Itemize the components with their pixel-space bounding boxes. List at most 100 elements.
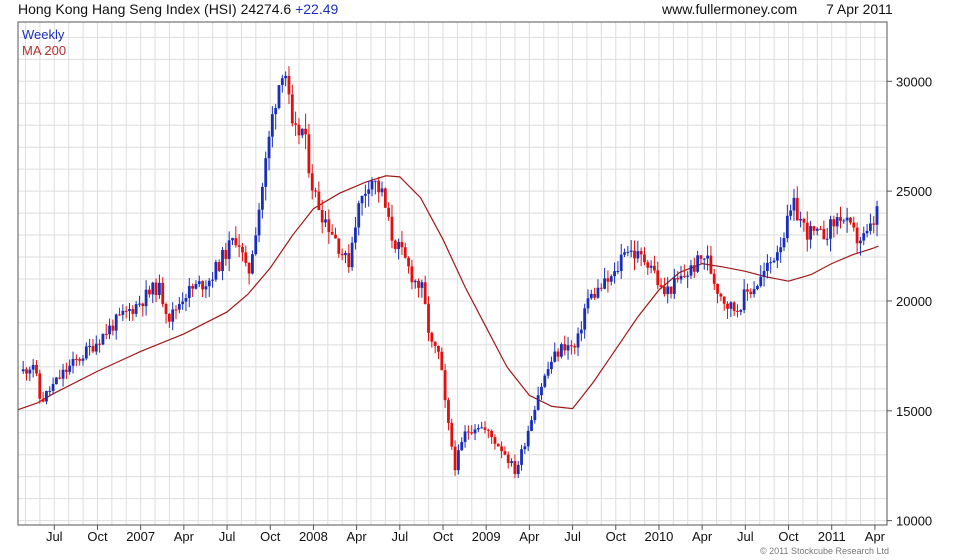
- candle-body: [45, 390, 48, 402]
- candle-body: [599, 287, 603, 289]
- candle-body: [852, 222, 856, 228]
- candle-body: [78, 359, 82, 361]
- candle-body: [234, 238, 238, 246]
- candle-body: [556, 351, 560, 357]
- candle-body: [646, 262, 650, 268]
- candle-body: [513, 461, 517, 475]
- candle-body: [310, 173, 314, 191]
- candle-body: [726, 303, 729, 309]
- candle-body: [463, 431, 467, 442]
- candle-body: [672, 277, 676, 294]
- x-tick-label: Oct: [260, 529, 281, 544]
- legend-weekly: Weekly: [22, 27, 65, 42]
- candle-body: [709, 255, 713, 274]
- candle-body: [167, 313, 171, 322]
- candle-body: [546, 369, 550, 376]
- candle-body: [363, 193, 367, 196]
- candle-body: [722, 296, 726, 304]
- candle-body: [108, 325, 111, 335]
- y-tick-label: 15000: [896, 404, 932, 419]
- candle-body: [214, 262, 218, 280]
- candle-body: [181, 301, 185, 305]
- candle-body: [111, 325, 115, 331]
- candle-body: [749, 291, 753, 295]
- candle-body: [413, 280, 417, 283]
- candle-body: [354, 227, 357, 243]
- candle-body: [792, 197, 796, 211]
- candle-body: [300, 128, 304, 136]
- candle-body: [320, 210, 324, 223]
- candle-body: [759, 276, 763, 286]
- x-tick-label: Jul: [391, 529, 408, 544]
- candle-body: [74, 358, 78, 360]
- candle-body: [636, 251, 640, 259]
- x-tick-label: Apr: [692, 529, 713, 544]
- candle-body: [177, 304, 181, 310]
- candle-body: [676, 277, 680, 280]
- candle-body: [284, 75, 288, 79]
- chart-title-line: Hong Kong Hang Seng Index (HSI) 24274.6 …: [18, 1, 338, 17]
- candle-body: [510, 461, 513, 463]
- candle-body: [775, 252, 779, 261]
- candle-body: [387, 207, 391, 217]
- candle-body: [251, 254, 254, 274]
- candle-body: [619, 254, 623, 271]
- candle-body: [756, 285, 759, 290]
- candle-body: [868, 223, 872, 231]
- candle-body: [649, 265, 653, 268]
- x-tick-label: Oct: [778, 529, 799, 544]
- candle-body: [772, 260, 776, 263]
- candle-body: [241, 246, 244, 253]
- candle-body: [480, 427, 484, 429]
- x-tick-label: Apr: [346, 529, 367, 544]
- candle-body: [862, 233, 866, 241]
- candle-body: [457, 450, 460, 471]
- candle-body: [779, 247, 783, 253]
- candle-body: [503, 451, 507, 455]
- candle-body: [58, 377, 62, 379]
- candle-body: [596, 287, 600, 298]
- candle-body: [666, 286, 670, 295]
- candle-body: [280, 78, 284, 86]
- candle-body: [603, 278, 606, 289]
- x-tick-label: Jul: [737, 529, 754, 544]
- candle-body: [486, 429, 490, 431]
- candle-body: [260, 186, 264, 210]
- candle-body: [28, 369, 32, 374]
- candle-body: [397, 242, 401, 250]
- candle-body: [483, 427, 487, 430]
- candle-body: [194, 284, 198, 289]
- candle-body: [400, 242, 404, 248]
- x-tick-label: Apr: [519, 529, 540, 544]
- candle-body: [144, 289, 148, 307]
- website-label: www.fullermoney.com: [662, 1, 798, 17]
- candle-body: [752, 289, 756, 295]
- candle-body: [736, 310, 739, 312]
- candle-body: [314, 190, 317, 192]
- candle-body: [699, 255, 703, 259]
- chart-title: Hong Kong Hang Seng Index (HSI): [18, 1, 237, 17]
- y-tick-label: 20000: [896, 294, 932, 309]
- candle-body: [244, 252, 248, 263]
- candle-body: [171, 309, 175, 322]
- candle-body: [334, 234, 337, 239]
- candle-body: [407, 257, 410, 267]
- x-tick-label: Apr: [865, 529, 886, 544]
- candle-body: [221, 249, 224, 272]
- candle-body: [360, 195, 364, 204]
- candle-body: [350, 242, 354, 268]
- candle-body: [420, 282, 424, 288]
- candle-body: [201, 281, 204, 290]
- x-tick-label: Jul: [46, 529, 63, 544]
- candle-body: [629, 250, 633, 252]
- candle-body: [576, 333, 580, 348]
- candle-body: [440, 351, 444, 371]
- candle-body: [825, 238, 829, 240]
- candle-body: [476, 428, 480, 430]
- candle-body: [746, 289, 749, 292]
- candle-body: [839, 217, 842, 221]
- candle-body: [875, 206, 879, 225]
- candle-body: [393, 240, 397, 250]
- ma-200-line: [17, 175, 879, 411]
- candle-body: [573, 346, 577, 348]
